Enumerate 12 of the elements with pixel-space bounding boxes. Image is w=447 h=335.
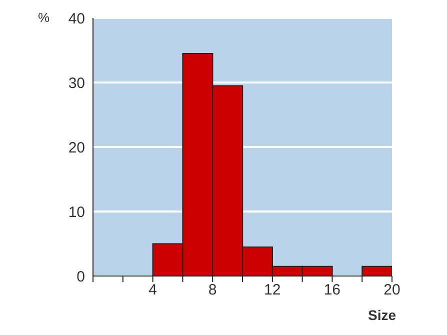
y-tick-label: 40 <box>68 10 85 28</box>
y-axis-title: % <box>38 10 50 25</box>
x-tick-label: 8 <box>208 282 217 299</box>
x-tick-label: 16 <box>324 282 341 299</box>
y-tick-label: 0 <box>76 268 85 286</box>
x-tick-label: 20 <box>384 282 400 299</box>
x-axis-title: Size <box>368 307 396 323</box>
x-tick-label: 4 <box>148 282 157 299</box>
y-tick-label: 20 <box>68 139 85 156</box>
x-tick-label: 12 <box>264 282 281 299</box>
y-tick-label: 10 <box>68 204 85 221</box>
y-tick-label: 30 <box>68 74 85 92</box>
